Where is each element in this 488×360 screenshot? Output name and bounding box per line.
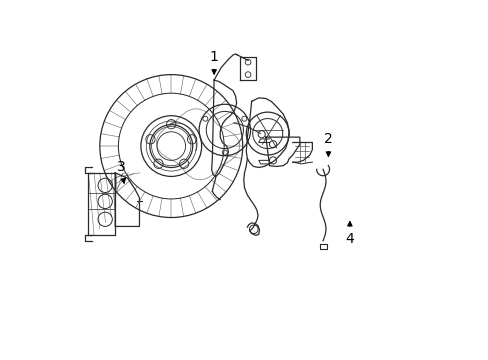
Text: 2: 2 xyxy=(324,132,332,156)
Text: 1: 1 xyxy=(209,50,218,74)
Text: 4: 4 xyxy=(345,221,353,246)
Text: 3: 3 xyxy=(117,161,125,183)
